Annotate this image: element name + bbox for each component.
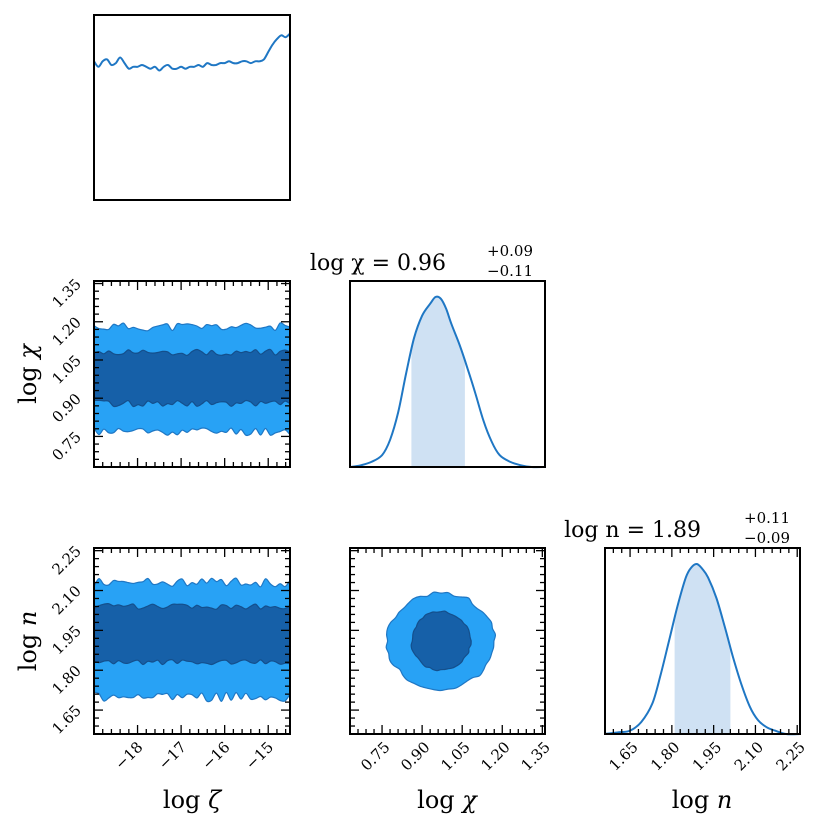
panel-frame (604, 547, 801, 735)
panel-frame (93, 547, 291, 735)
x-tick-label-zeta: −16 (198, 738, 233, 773)
y-tick-label-n: 2.25 (48, 542, 84, 578)
x-tick-label-n: 1.65 (605, 738, 641, 774)
x-tick-label-chi: 1.35 (517, 738, 553, 774)
panel-zeta-n (93, 547, 291, 735)
panel-frame (349, 547, 546, 735)
n-credible-band (674, 564, 731, 734)
y-tick-label-chi: 1.05 (48, 352, 84, 388)
n-marginal-curve (604, 562, 801, 736)
x-axis-label-chi: log χ (417, 786, 478, 814)
x-tick-label-chi: 0.90 (397, 738, 433, 774)
x-tick-label-zeta: −18 (111, 738, 146, 773)
y-tick-label-chi: 1.35 (48, 275, 84, 311)
x-tick-label-zeta: −15 (242, 738, 277, 773)
panel-frame (93, 14, 291, 201)
y-tick-label-n: 1.80 (48, 662, 84, 698)
panel-zeta-marginal (93, 14, 291, 201)
panel-n-marginal: log n = 1.89 +0.11 −0.09 (564, 509, 801, 736)
x-tick-label-n: 2.10 (731, 738, 767, 774)
n-title: log n = 1.89 (564, 518, 701, 543)
chi-marginal-curve (349, 295, 546, 469)
panel-frame (349, 280, 546, 468)
y-tick-label-n: 1.95 (48, 622, 84, 658)
zeta-n-inner-contour (93, 603, 291, 666)
x-axis-label-n: log n (672, 786, 733, 814)
x-tick-label-chi: 1.20 (477, 738, 513, 774)
x-tick-label-zeta: −17 (155, 738, 190, 773)
chi-title-minus: −0.11 (487, 262, 533, 280)
x-tick-label-n: 1.95 (689, 738, 725, 774)
n-title-plus: +0.11 (744, 509, 790, 527)
x-tick-label-chi: 0.75 (357, 738, 393, 774)
n-title-minus: −0.09 (744, 529, 790, 547)
y-axis-label-chi: log χ (14, 343, 42, 404)
panel-chi-marginal: log χ = 0.96 +0.09 −0.11 (310, 242, 546, 469)
y-tick-label-chi: 0.75 (48, 428, 84, 464)
y-tick-label-n: 1.65 (48, 702, 84, 738)
y-tick-label-n: 2.10 (48, 582, 84, 618)
chi-n-inner-contour (410, 610, 472, 672)
x-tick-label-chi: 1.05 (437, 738, 473, 774)
panel-chi-n (349, 547, 546, 735)
zeta-chi-inner-contour (93, 348, 291, 408)
chi-title-plus: +0.09 (487, 242, 533, 260)
panel-frame (93, 280, 291, 468)
chi-title: log χ = 0.96 (310, 251, 446, 276)
x-axis-label-zeta: log ζ (163, 786, 223, 814)
x-tick-label-n: 1.80 (647, 738, 683, 774)
y-axis-label-n: log n (14, 611, 42, 672)
zeta-marginal-curve (93, 32, 291, 72)
y-tick-label-chi: 1.20 (48, 313, 84, 349)
x-tick-label-n: 2.25 (772, 738, 808, 774)
panel-zeta-chi (93, 280, 291, 468)
chi-credible-band (411, 297, 465, 467)
y-tick-label-chi: 0.90 (48, 390, 84, 426)
